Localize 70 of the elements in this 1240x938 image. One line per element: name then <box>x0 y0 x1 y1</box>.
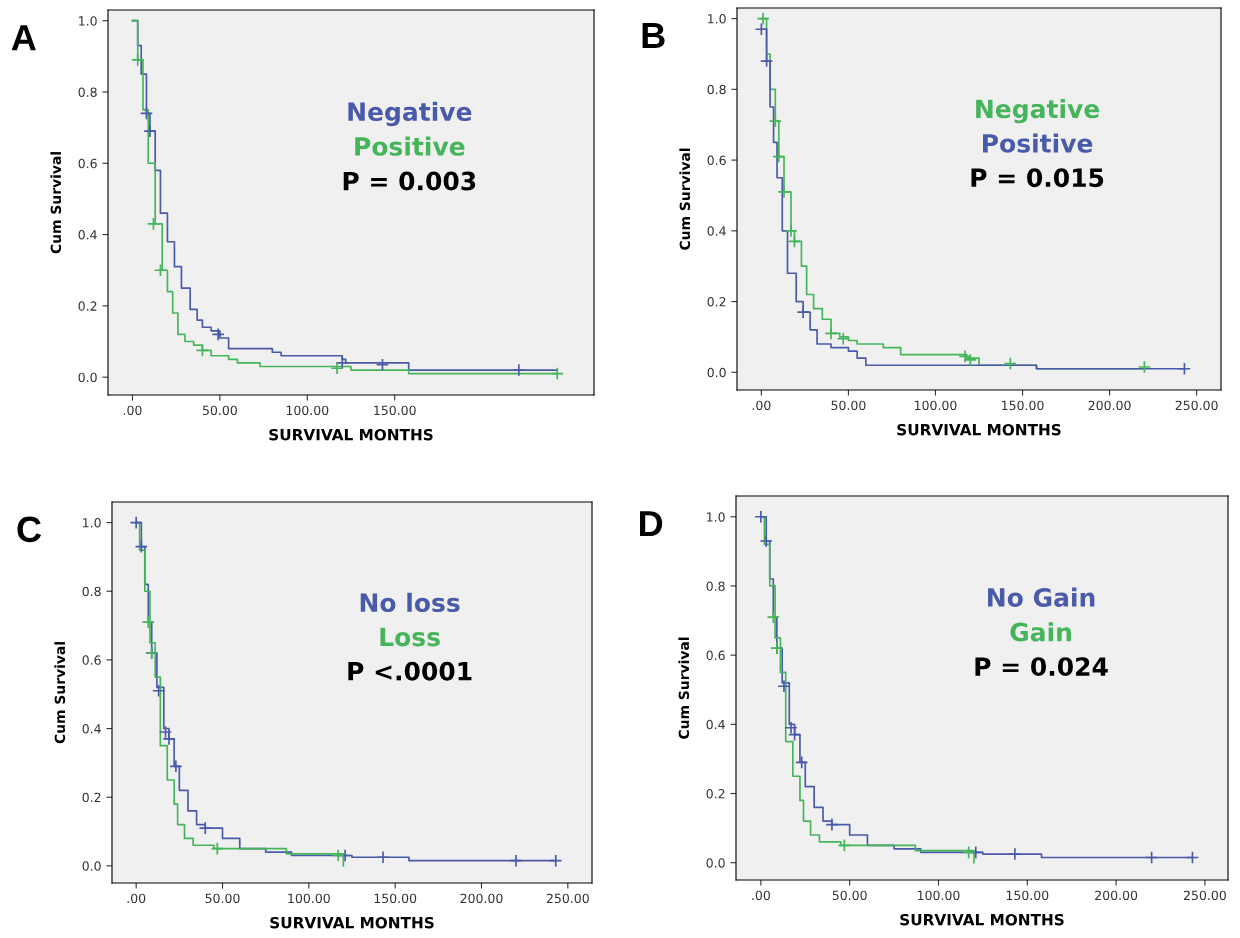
y-tick-label: 0.0 <box>707 367 726 378</box>
x-tick-label: 100.00 <box>914 400 957 411</box>
text: Negative <box>348 101 472 127</box>
x-tick-label: .00 <box>752 400 771 411</box>
x-tick-label: 200.00 <box>1095 890 1138 901</box>
y-tick-label: 0.6 <box>707 155 726 166</box>
x-axis-title: SURVIVAL MONTHS <box>897 423 1061 436</box>
annotation: P = 0.003 <box>343 171 476 191</box>
x-axis-title: SURVIVAL MONTHS <box>900 913 1064 926</box>
x-tick-label: 50.00 <box>832 890 867 901</box>
y-axis-title: Cum Survival <box>679 148 691 250</box>
x-tick-label: 250.00 <box>1183 890 1226 901</box>
y-axis-title: Cum Survival <box>50 152 62 254</box>
y-tick-label: 0.8 <box>78 87 97 97</box>
x-tick-label: .00 <box>123 405 142 416</box>
y-tick-label: 0.4 <box>82 724 101 734</box>
y-tick-label: 0.6 <box>82 655 101 665</box>
text: Negative <box>976 98 1100 124</box>
x-tick-label: 50.00 <box>202 405 237 416</box>
y-tick-label: 0.2 <box>706 788 725 799</box>
y-tick-label: 0.8 <box>82 586 101 597</box>
x-tick-label: 150.00 <box>1006 890 1049 901</box>
x-tick-label: 200.00 <box>1088 400 1131 411</box>
x-axis-title: SURVIVAL MONTHS <box>270 916 434 929</box>
x-tick-label: 50.00 <box>205 893 240 904</box>
annotation: P = 0.015 <box>971 168 1104 188</box>
y-tick-label: 0.8 <box>706 581 725 591</box>
text: No Gain <box>988 587 1095 607</box>
x-tick-label: 150.00 <box>1002 400 1044 411</box>
y-tick-label: 1.0 <box>707 512 725 522</box>
annotation: P = 0.024 <box>975 657 1108 677</box>
y-tick-label: 0.2 <box>707 297 726 307</box>
y-tick-label: 0.4 <box>707 226 726 236</box>
x-tick-label: 250.00 <box>546 893 589 904</box>
y-tick-label: 0.6 <box>706 650 725 661</box>
y-tick-label: 0.2 <box>78 301 97 311</box>
x-tick-label: .00 <box>752 890 770 901</box>
x-tick-label: 250.00 <box>1175 400 1218 411</box>
y-tick-label: 0.0 <box>706 858 725 868</box>
chart-title: B <box>642 23 665 48</box>
x-tick-label: 50.00 <box>831 400 866 411</box>
text: Positive <box>355 136 465 156</box>
y-tick-label: 0.4 <box>706 719 725 730</box>
x-tick-label: 100.00 <box>917 890 960 901</box>
y-tick-label: 1.0 <box>83 518 101 528</box>
x-tick-label: .00 <box>127 893 146 904</box>
y-tick-label: 1.0 <box>708 14 726 24</box>
x-tick-label: 150.00 <box>374 893 417 904</box>
y-axis-title: Cum Survival <box>54 642 66 744</box>
x-tick-label: 200.00 <box>460 893 503 904</box>
text: Loss <box>380 627 440 647</box>
x-tick-label: 150.00 <box>374 405 416 416</box>
text: Gain <box>1010 622 1071 642</box>
text: No loss <box>360 592 460 613</box>
chart-title: C <box>17 516 42 543</box>
y-tick-label: 0.0 <box>82 861 101 871</box>
chart-title: D <box>640 511 663 537</box>
y-tick-label: 0.2 <box>82 792 101 803</box>
x-tick-label: 100.00 <box>288 893 330 904</box>
y-tick-label: 1.0 <box>79 16 97 26</box>
x-tick-label: 100.00 <box>286 405 329 416</box>
y-tick-label: 0.4 <box>78 230 97 240</box>
y-tick-label: 0.8 <box>707 84 726 95</box>
annotation: P <.0001 <box>348 661 472 681</box>
y-axis-title: Cum Survival <box>678 637 690 739</box>
y-tick-label: 0.6 <box>78 158 97 169</box>
x-axis-title: SURVIVAL MONTHS <box>269 428 433 441</box>
chart-title: A <box>11 25 36 51</box>
text: Positive <box>983 133 1093 153</box>
y-tick-label: 0.0 <box>78 372 97 383</box>
